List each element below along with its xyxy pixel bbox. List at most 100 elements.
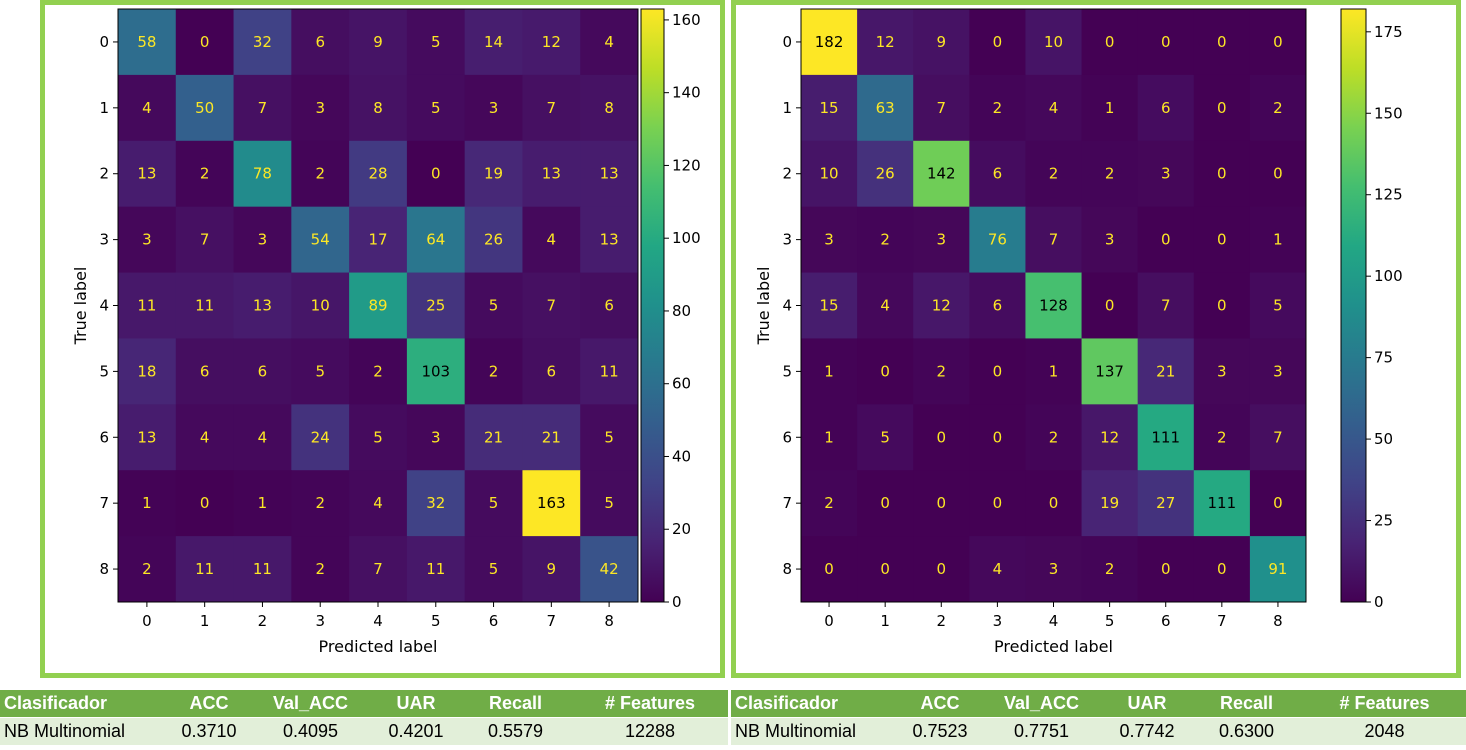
heatmap-cell bbox=[522, 536, 581, 603]
heatmap-cell bbox=[349, 338, 408, 405]
x-tick-label: 7 bbox=[547, 612, 557, 630]
heatmap-cell bbox=[522, 404, 581, 471]
y-tick-label: 5 bbox=[99, 362, 109, 380]
cell-value-label: 1 bbox=[1049, 362, 1059, 380]
cell-value-label: 6 bbox=[604, 297, 614, 315]
colorbar-tick-label: 0 bbox=[1374, 593, 1384, 611]
cell-value-label: 0 bbox=[431, 165, 441, 183]
cell-value-label: 3 bbox=[489, 99, 499, 117]
cell-value-label: 12 bbox=[542, 33, 561, 51]
heatmap-cell bbox=[406, 206, 466, 274]
x-tick-label: 4 bbox=[1049, 612, 1059, 630]
y-axis-title: True label bbox=[71, 267, 90, 346]
x-tick-label: 5 bbox=[1105, 612, 1115, 630]
x-tick-label: 4 bbox=[373, 612, 383, 630]
heatmap-cell bbox=[1193, 470, 1251, 537]
cell-value-label: 32 bbox=[253, 33, 272, 51]
cell-value-label: 1 bbox=[824, 428, 834, 446]
header-uar: UAR bbox=[373, 690, 459, 718]
cell-value-label: 2 bbox=[315, 165, 325, 183]
heatmap-cell bbox=[1249, 272, 1307, 339]
cell-value-label: 4 bbox=[373, 494, 383, 512]
cell-value-label: 2 bbox=[315, 560, 325, 578]
metrics-table-left: Clasificador ACC Val_ACC UAR Recall # Fe… bbox=[0, 690, 728, 745]
heatmap-cell bbox=[1081, 404, 1139, 471]
cell-value-label: 0 bbox=[1105, 297, 1115, 315]
heatmap-cell bbox=[464, 338, 523, 405]
y-tick-label: 6 bbox=[99, 428, 109, 446]
cell-value-label: 3 bbox=[1273, 362, 1283, 380]
heatmap-cell bbox=[1081, 206, 1139, 274]
heatmap-cell bbox=[580, 272, 639, 339]
cell-value-label: 21 bbox=[542, 428, 561, 446]
cell-value-label: 0 bbox=[200, 494, 210, 512]
heatmap-cell bbox=[233, 536, 292, 603]
metrics-row: NB Multinomial 0.7523 0.7751 0.7742 0.63… bbox=[731, 717, 1466, 745]
heatmap-cell bbox=[233, 74, 292, 142]
heatmap-cell bbox=[406, 404, 466, 471]
heatmap-cell bbox=[580, 140, 639, 208]
heatmap-cell bbox=[801, 74, 858, 142]
heatmap-cell bbox=[913, 74, 970, 142]
cell-value-label: 0 bbox=[880, 494, 890, 512]
y-tick-label: 6 bbox=[782, 428, 792, 446]
cell-value-label: 128 bbox=[1039, 297, 1068, 315]
heatmap-cell bbox=[1025, 140, 1083, 208]
heatmap-cell bbox=[913, 536, 970, 603]
cell-value-label: 8 bbox=[373, 99, 383, 117]
cell-value-label: 11 bbox=[426, 560, 445, 578]
heatmap-cell bbox=[522, 206, 581, 274]
cell-value-label: 4 bbox=[993, 560, 1003, 578]
cell-recall: 0.5579 bbox=[459, 717, 572, 745]
cell-value-label: 3 bbox=[937, 231, 947, 249]
heatmap-cell bbox=[857, 206, 914, 274]
cell-value-label: 5 bbox=[489, 297, 499, 315]
heatmap-cell bbox=[349, 470, 408, 537]
heatmap-cell bbox=[913, 338, 970, 405]
heatmap-cell bbox=[580, 9, 639, 76]
x-tick-label: 8 bbox=[604, 612, 614, 630]
heatmap-cell bbox=[118, 272, 177, 339]
cell-value-label: 76 bbox=[988, 231, 1007, 249]
cell-value-label: 0 bbox=[200, 33, 210, 51]
y-tick-label: 7 bbox=[99, 494, 109, 512]
y-tick-label: 2 bbox=[99, 165, 109, 183]
heatmap-cell bbox=[1081, 9, 1139, 76]
heatmap-cell bbox=[801, 404, 858, 471]
cell-value-label: 3 bbox=[824, 231, 834, 249]
confusion-matrix-right: 182 12 9 0 10 0 0 0 015 63 7 2 4 1 6 0 210 26 142 6 2 2 3 0 03 2 3… bbox=[754, 8, 1403, 656]
header-val-acc: Val_ACC bbox=[248, 690, 373, 718]
cell-value-label: 0 bbox=[1273, 165, 1283, 183]
heatmap-cell bbox=[1249, 338, 1307, 405]
cell-value-label: 0 bbox=[993, 428, 1003, 446]
cell-value-label: 0 bbox=[1217, 231, 1227, 249]
x-axis-title: Predicted label bbox=[994, 637, 1113, 656]
heatmap-cell bbox=[291, 404, 350, 471]
cell-clasificador: NB Multinomial bbox=[0, 717, 170, 745]
confusion-matrix-left: 58 0 32 6 9 5 14 12 44 50 7 3 8 5 3 7 813 2 78 2 28 0 19 13 133 7… bbox=[71, 8, 701, 656]
heatmap-cell bbox=[349, 206, 408, 274]
x-tick-label: 0 bbox=[824, 612, 834, 630]
heatmap-cell bbox=[464, 404, 523, 471]
heatmap-cell bbox=[1025, 206, 1083, 274]
heatmap-cell bbox=[580, 206, 639, 274]
heatmap-cell bbox=[913, 272, 970, 339]
heatmap-cell bbox=[522, 9, 581, 76]
cell-value-label: 5 bbox=[315, 362, 325, 380]
heatmap-cell bbox=[857, 140, 914, 208]
header-val-acc: Val_ACC bbox=[979, 690, 1104, 718]
cell-value-label: 13 bbox=[137, 165, 156, 183]
cell-value-label: 2 bbox=[1049, 428, 1059, 446]
heatmap-cell bbox=[464, 206, 523, 274]
y-tick-label: 3 bbox=[782, 231, 792, 249]
x-axis-title: Predicted label bbox=[319, 637, 438, 656]
y-tick-label: 2 bbox=[782, 165, 792, 183]
heatmap-cell bbox=[580, 470, 639, 537]
cell-value-label: 163 bbox=[537, 494, 566, 512]
cell-value-label: 5 bbox=[1273, 297, 1283, 315]
colorbar-tick-label: 25 bbox=[1374, 512, 1393, 530]
heatmap-cell bbox=[349, 536, 408, 603]
cell-value-label: 2 bbox=[200, 165, 210, 183]
heatmap-cell bbox=[913, 206, 970, 274]
cell-value-label: 18 bbox=[137, 362, 156, 380]
